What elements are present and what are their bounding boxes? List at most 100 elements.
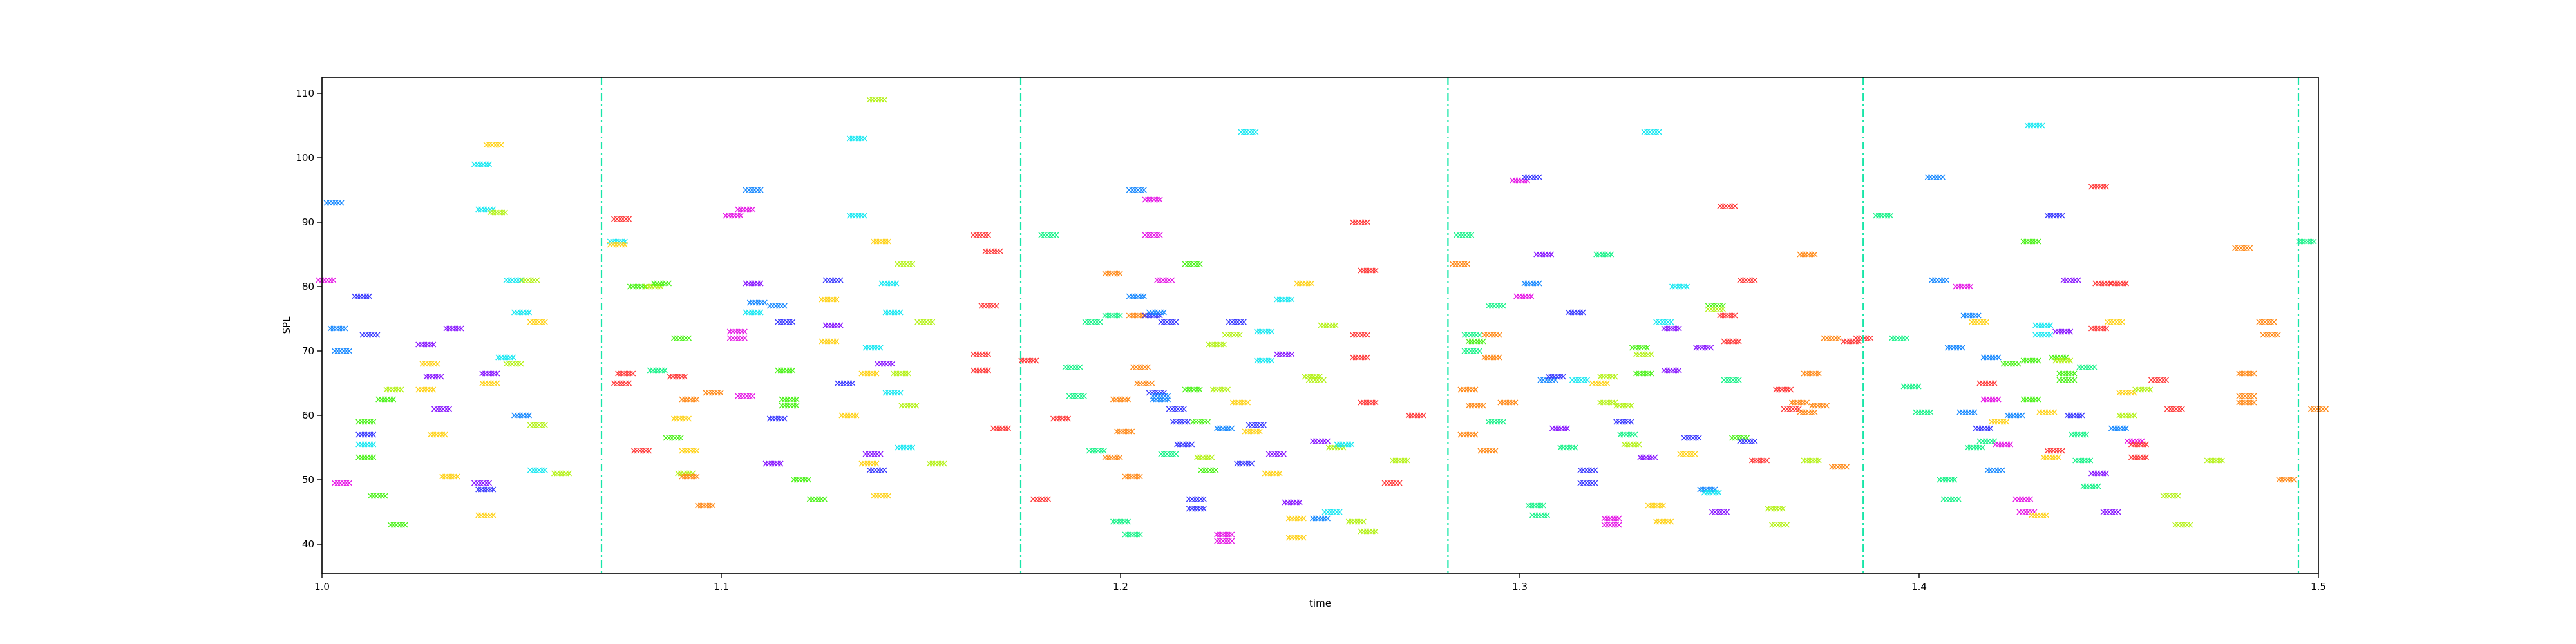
data-point <box>1633 351 1654 357</box>
data-point <box>1126 187 1147 193</box>
data-point <box>503 361 524 367</box>
data-point <box>1973 425 1994 431</box>
data-point <box>1781 406 1802 412</box>
data-point <box>1889 335 1909 341</box>
data-point <box>2020 396 2041 402</box>
data-point <box>779 396 800 402</box>
data-point <box>1174 441 1195 448</box>
y-tick-label: 50 <box>302 474 314 486</box>
data-point <box>1809 402 1830 409</box>
data-point <box>1310 438 1331 444</box>
data-point <box>1166 406 1187 412</box>
data-point <box>1038 232 1059 238</box>
data-point <box>387 522 408 528</box>
data-point <box>1577 480 1598 486</box>
data-point <box>1661 367 1682 374</box>
data-point <box>838 412 860 419</box>
data-point <box>2108 280 2129 287</box>
data-point <box>679 448 700 454</box>
data-point <box>1717 203 1738 209</box>
data-point <box>1661 325 1682 332</box>
data-point <box>1170 419 1191 425</box>
data-point <box>1669 283 1690 290</box>
data-point <box>1629 345 1650 351</box>
data-point <box>2064 412 2085 419</box>
data-point <box>2056 370 2078 377</box>
data-point <box>2056 377 2078 383</box>
data-point <box>2029 512 2049 518</box>
data-point <box>1110 396 1131 402</box>
data-point <box>858 460 880 467</box>
data-point <box>1940 496 1962 502</box>
data-point <box>675 470 696 477</box>
data-point <box>2092 280 2114 287</box>
data-point <box>1210 386 1231 393</box>
data-point <box>1980 354 2002 361</box>
data-point <box>443 325 464 332</box>
data-point <box>1186 496 1207 502</box>
x-tick-label: 1.1 <box>714 581 729 592</box>
data-point <box>1381 480 1403 486</box>
data-point <box>607 242 628 248</box>
data-point <box>743 309 764 316</box>
data-point <box>2088 184 2109 190</box>
data-point <box>1310 515 1331 522</box>
data-point <box>1653 518 1674 525</box>
data-point <box>1621 441 1642 448</box>
data-point <box>882 309 904 316</box>
data-point <box>1697 486 1718 493</box>
data-point <box>775 367 796 374</box>
data-point <box>1765 506 1786 512</box>
data-point <box>1294 280 1315 287</box>
data-point <box>1274 296 1295 303</box>
data-point <box>1976 438 1998 444</box>
data-point <box>762 460 784 467</box>
data-point <box>551 470 572 477</box>
data-point <box>1142 196 1163 203</box>
data-point <box>1900 383 1922 390</box>
data-point <box>1477 448 1499 454</box>
data-point <box>2296 238 2317 245</box>
data-point <box>866 97 887 103</box>
data-point <box>1405 412 1426 419</box>
data-point <box>1821 335 1842 341</box>
data-point <box>2100 509 2121 515</box>
data-point <box>1238 129 1259 135</box>
data-point <box>1102 270 1123 277</box>
data-point <box>1302 374 1323 380</box>
data-point <box>1693 345 1714 351</box>
data-point <box>2128 441 2149 448</box>
data-point <box>615 370 636 377</box>
data-point <box>1497 399 1519 406</box>
data-point <box>895 261 916 267</box>
data-point <box>2088 325 2109 332</box>
y-tick-label: 90 <box>302 216 314 228</box>
data-point <box>1198 467 1219 473</box>
data-point <box>743 280 764 287</box>
data-point <box>703 390 724 396</box>
data-point <box>475 512 497 518</box>
data-point <box>1318 322 1339 328</box>
data-point <box>2024 122 2045 129</box>
x-tick-label: 1.0 <box>314 581 330 592</box>
data-point <box>1454 232 1475 238</box>
data-point <box>1953 283 1974 290</box>
data-point <box>895 444 916 451</box>
data-point <box>1681 435 1702 441</box>
data-point <box>1653 319 1674 325</box>
data-point <box>631 448 652 454</box>
data-point <box>1245 422 1267 428</box>
data-point <box>671 335 692 341</box>
data-point <box>2044 213 2065 219</box>
data-point <box>1944 345 1965 351</box>
data-point <box>1461 348 1482 354</box>
data-point <box>1677 451 1698 457</box>
data-point <box>1214 425 1235 431</box>
data-point <box>2104 319 2125 325</box>
data-point <box>819 296 840 303</box>
data-point <box>1577 467 1598 473</box>
vertical-lines <box>600 77 2300 573</box>
data-point <box>332 480 352 486</box>
data-point <box>1721 338 1742 345</box>
y-tick-label: 40 <box>302 538 314 550</box>
